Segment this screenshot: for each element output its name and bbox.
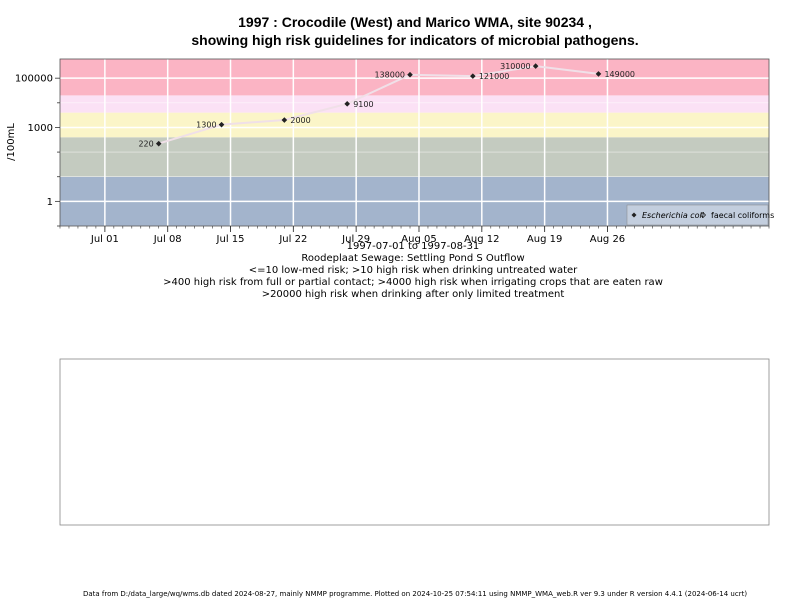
caption-line-3: >400 high risk from full or partial cont…: [163, 277, 663, 288]
data-label-1: 1300: [196, 121, 216, 130]
y-tick-label-1: 1000: [28, 123, 53, 134]
y-tick-label-2: 100000: [15, 74, 53, 85]
x-tick-label-1: Jul 08: [153, 234, 182, 245]
legend-faecal-marker: [699, 211, 707, 219]
caption-line-1: Roodeplaat Sewage: Settling Pond S Outfl…: [301, 253, 524, 264]
data-label-3: 9100: [353, 100, 373, 109]
data-point-0: [155, 140, 162, 147]
legend-ecoli-label: Escherichia coli: [642, 211, 705, 220]
risk-band-3: [60, 95, 769, 113]
series-line-0: [158, 65, 599, 145]
x-tick-label-7: Aug 19: [527, 234, 562, 245]
data-label-4: 138000: [374, 71, 405, 80]
x-tick-label-2: Jul 15: [216, 234, 245, 245]
x-axis: Jul 01 Jul 08 Jul 15 Jul 22 Jul 29 Aug 05 Aug …: [59, 226, 770, 245]
risk-bands: [60, 59, 769, 226]
y-axis-label: /100mL: [6, 123, 17, 161]
risk-band-1: [60, 137, 769, 177]
data-point-7: [595, 71, 602, 77]
x-tick-label-4: Jul 29: [341, 234, 370, 245]
chart-title-line2: showing high risk guidelines for indicat…: [191, 32, 638, 48]
footer-note: Data from D:/data_large/wq/wms.db dated …: [83, 590, 747, 598]
data-label-2: 2000: [290, 116, 310, 125]
data-label-5: 121000: [479, 72, 510, 81]
x-tick-label-3: Jul 22: [278, 234, 307, 245]
data-point-4: [407, 71, 413, 78]
legend-box: [626, 204, 769, 226]
caption-line-2: <=10 low-med risk; >10 high risk when dr…: [249, 265, 578, 276]
empty-second-panel: [59, 358, 770, 526]
y-tick-label-0: 1: [47, 197, 53, 208]
data-label-0: 220: [138, 140, 153, 149]
x-tick-label-8: Aug 26: [590, 234, 625, 245]
data-label-6: 310000: [500, 62, 531, 71]
data-point-2: [281, 117, 288, 123]
plot-frame: [59, 58, 770, 227]
series-lines: [158, 65, 599, 145]
data-point-5: [470, 73, 476, 79]
legend-ecoli-marker: [631, 212, 637, 218]
chart-title-line1: 1997 : Crocodile (West) and Marico WMA, …: [238, 14, 592, 30]
data-point-3: [344, 101, 350, 107]
date-range: 1997-07-01 to 1997-08-31: [347, 241, 480, 252]
risk-band-2: [60, 112, 769, 138]
data-label-7: 149000: [604, 70, 635, 79]
x-tick-label-6: Aug 12: [464, 234, 499, 245]
x-tick-label-5: Aug 05: [401, 234, 436, 245]
legend-faecal-label: faecal coliforms: [711, 211, 774, 220]
x-tick-label-0: Jul 01: [90, 234, 119, 245]
risk-band-4: [60, 59, 769, 96]
y-axis: 1 1000 100000: [15, 74, 60, 227]
caption-line-4: >20000 high risk when drinking after onl…: [262, 289, 565, 300]
data-point-6: [532, 63, 539, 69]
data-points: [155, 63, 602, 147]
data-point-1: [218, 121, 225, 128]
legend: Escherichia coli faecal coliforms: [626, 204, 774, 226]
